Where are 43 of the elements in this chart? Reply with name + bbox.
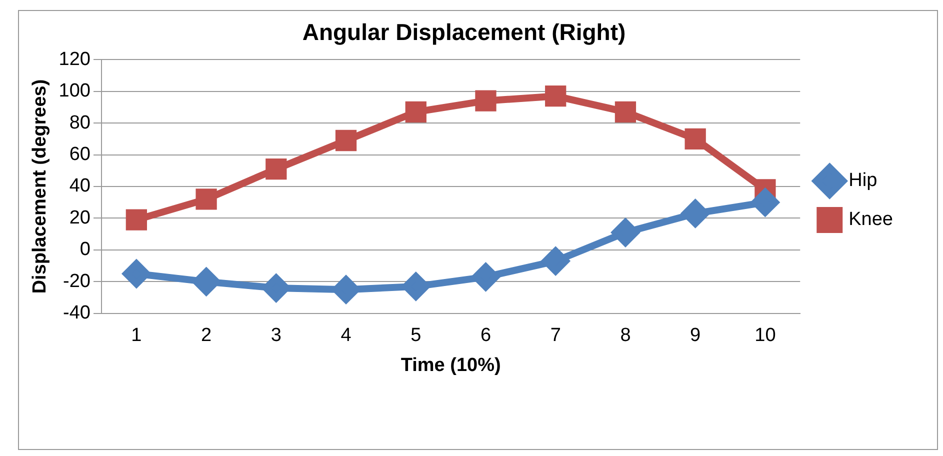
x-tick-label: 4 — [340, 325, 352, 346]
point — [475, 90, 496, 112]
y-tick-label: 120 — [58, 48, 90, 70]
x-axis-title: Time (10%) — [400, 354, 501, 376]
legend-label: Knee — [848, 209, 893, 230]
point — [752, 188, 779, 216]
x-tick-label: 7 — [550, 325, 561, 346]
point — [545, 86, 566, 107]
point — [405, 101, 426, 123]
point — [612, 219, 639, 246]
x-tick-label: 10 — [754, 325, 776, 346]
y-tick-label: 80 — [69, 112, 90, 134]
y-tick-label: 100 — [58, 80, 90, 102]
point — [684, 128, 706, 150]
point — [262, 274, 290, 302]
x-tick-label: 6 — [480, 325, 492, 346]
x-tick-label: 3 — [270, 325, 282, 346]
point — [192, 268, 220, 296]
x-tick-label: 2 — [201, 325, 212, 346]
point — [472, 263, 500, 290]
y-tick-label: 20 — [69, 207, 90, 228]
point — [335, 130, 357, 152]
y-axis-title: Displacement (degrees) — [30, 79, 51, 294]
y-tick-label: 40 — [69, 176, 90, 197]
point — [332, 276, 360, 304]
point — [614, 101, 636, 123]
point — [402, 272, 430, 300]
y-tick-label: -20 — [63, 270, 90, 292]
x-tick-label: 8 — [620, 325, 631, 346]
x-tick-label: 1 — [131, 325, 142, 346]
point — [266, 158, 287, 180]
point — [122, 260, 150, 288]
x-tick-label: 5 — [410, 325, 422, 346]
point — [682, 200, 709, 227]
x-tick-label: 9 — [690, 325, 701, 346]
y-tick-label: 0 — [80, 239, 90, 260]
point — [542, 248, 570, 275]
point — [196, 188, 217, 210]
y-tick-label: 60 — [69, 144, 90, 166]
point — [126, 209, 148, 230]
legend-label: Hip — [848, 170, 878, 192]
y-tick-label: -40 — [63, 302, 90, 324]
chart-title: Angular Displacement (Right) — [302, 19, 626, 46]
